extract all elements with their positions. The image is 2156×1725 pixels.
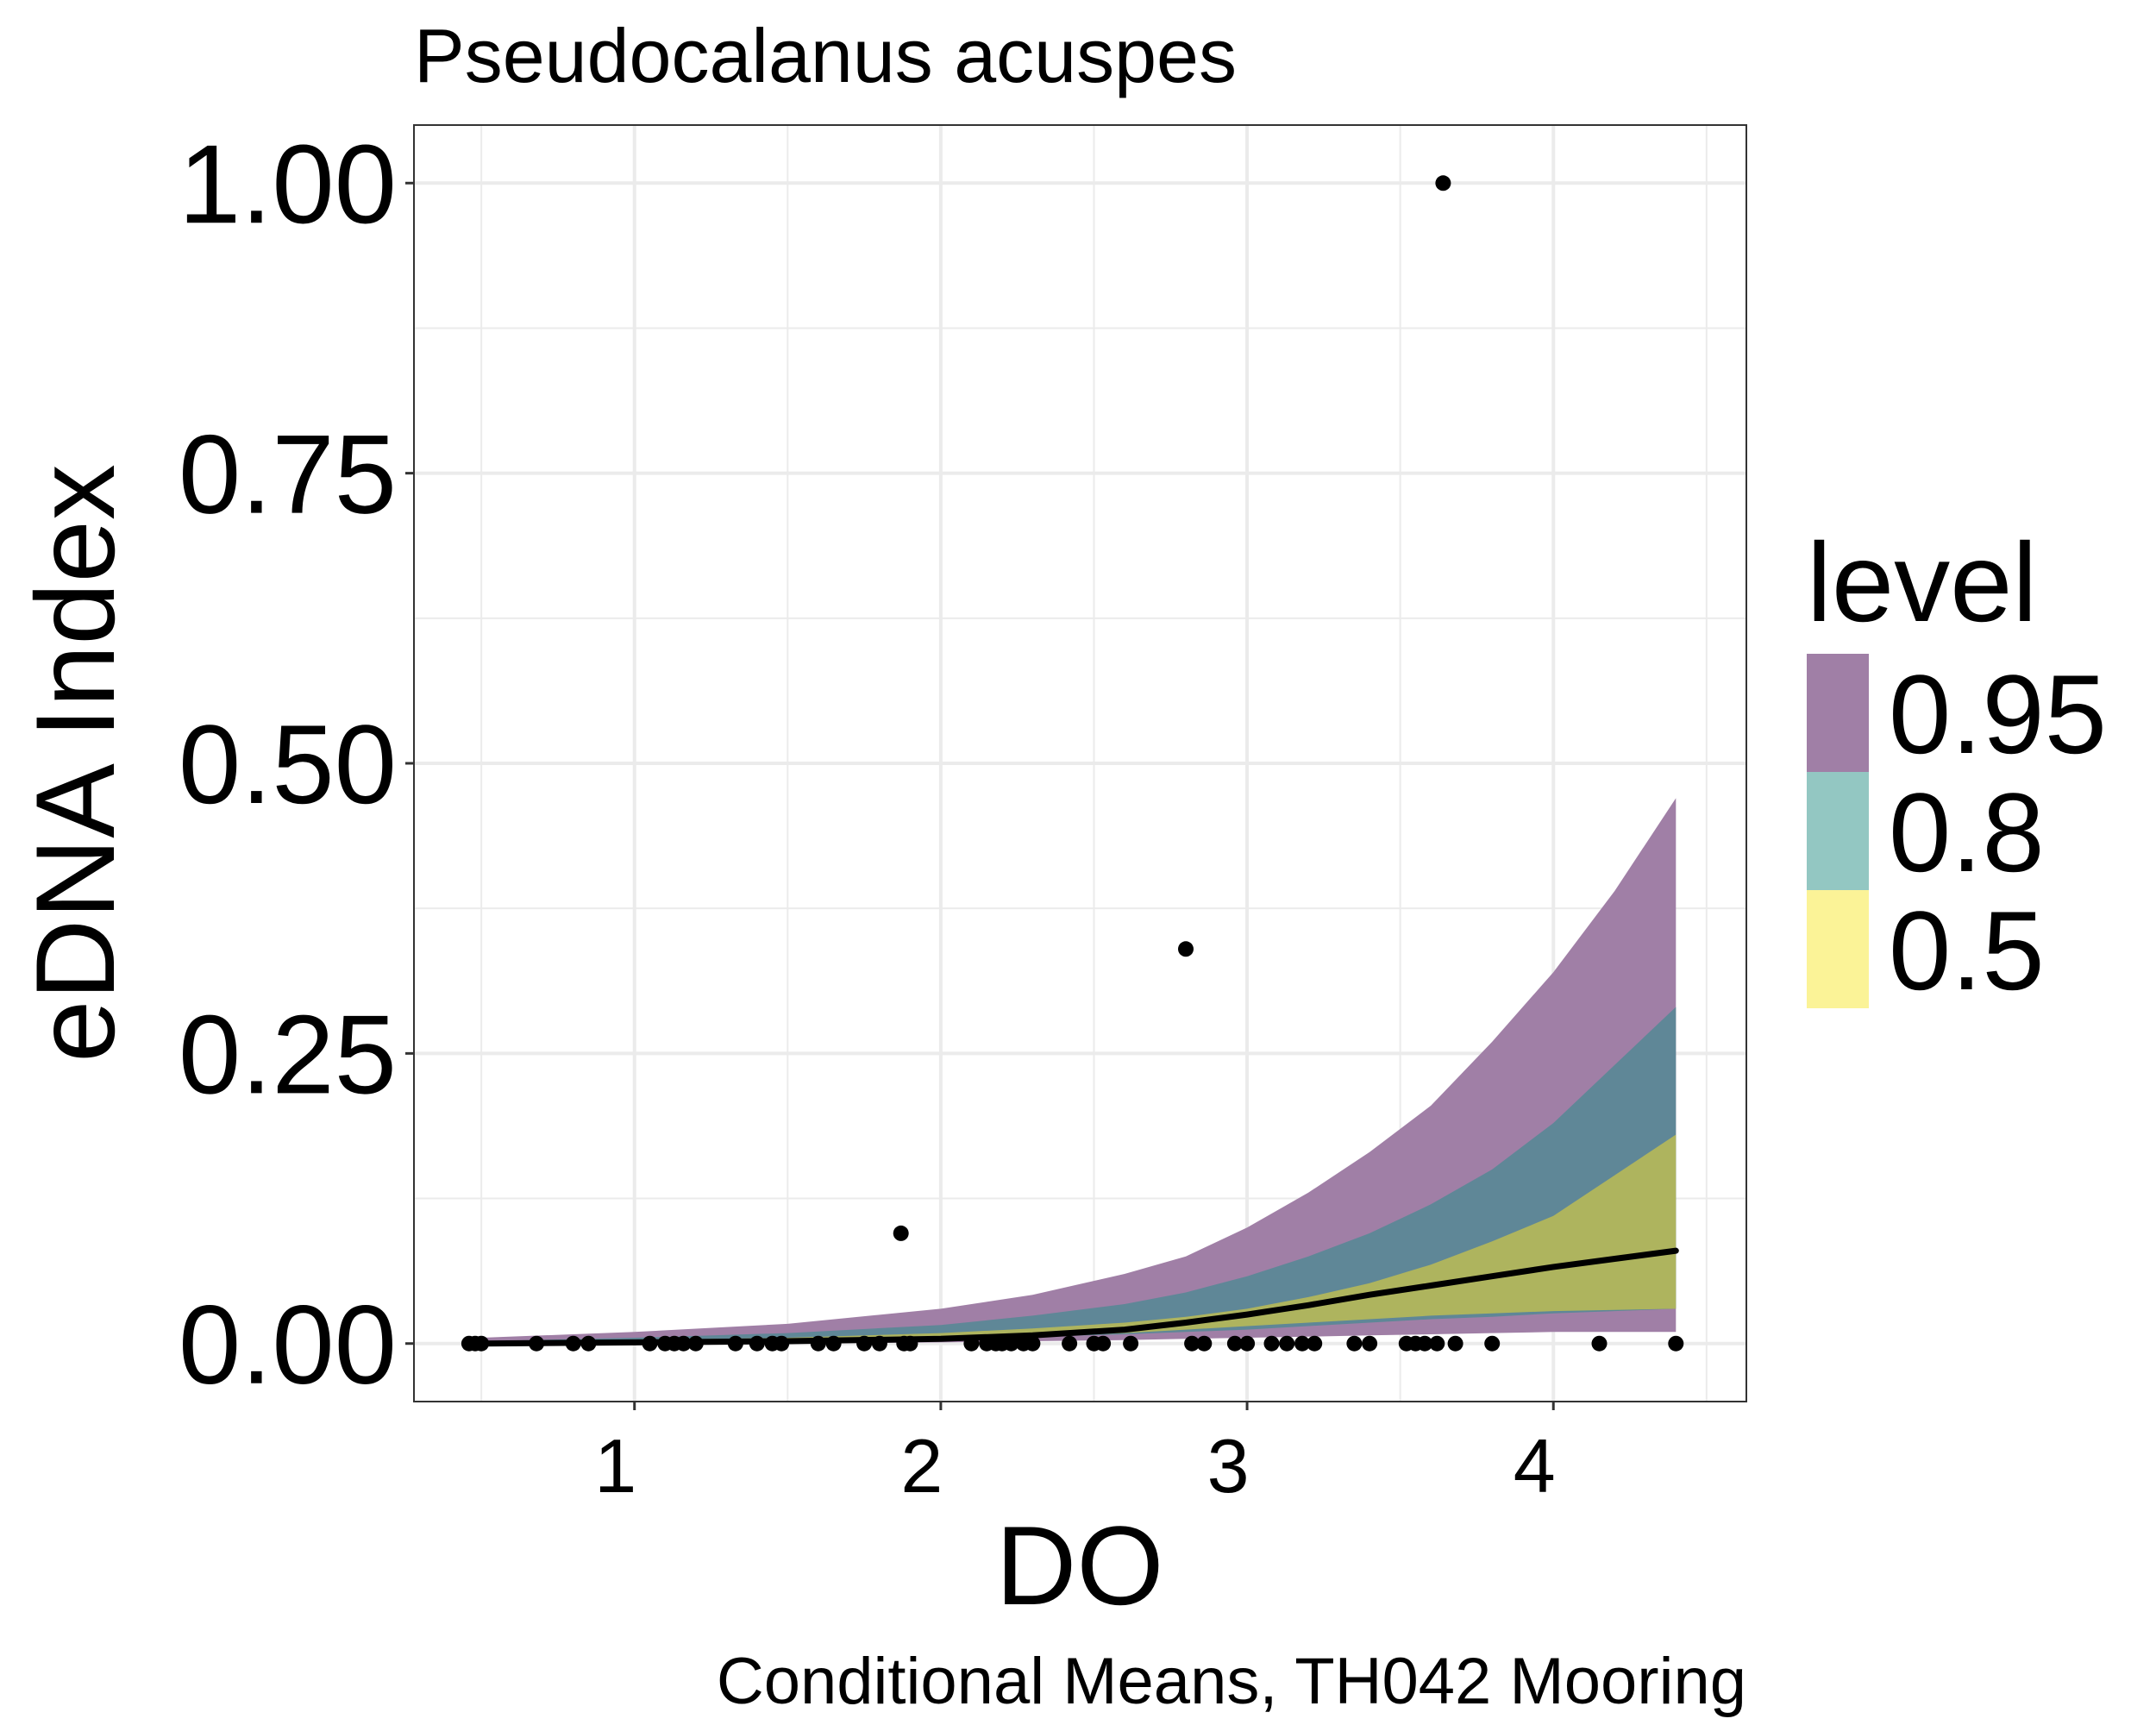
data-point	[1226, 1335, 1243, 1352]
data-point	[1294, 1335, 1310, 1352]
legend-title: level	[1807, 519, 2037, 645]
data-point	[1178, 941, 1194, 957]
data-point	[1435, 175, 1451, 191]
data-point	[1307, 1335, 1323, 1352]
y-axis-title: eDNA Index	[12, 464, 138, 1063]
data-point	[1417, 1335, 1433, 1352]
legend-key-08	[1807, 772, 1869, 890]
data-point	[1003, 1335, 1019, 1352]
y-tick-label: 0.75	[179, 411, 397, 537]
legend-label-08: 0.8	[1889, 769, 2045, 895]
data-point	[1447, 1335, 1463, 1352]
data-point	[1362, 1335, 1378, 1352]
data-point	[1123, 1335, 1139, 1352]
data-point	[1346, 1335, 1363, 1352]
x-axis-title: DO	[996, 1502, 1164, 1628]
data-point	[1591, 1335, 1608, 1352]
y-tick-labels: 0.00 0.25 0.50 0.75 1.00	[179, 121, 397, 1407]
mean-line	[478, 1247, 1679, 1347]
data-point	[893, 1225, 909, 1241]
legend-label-05: 0.5	[1889, 888, 2045, 1013]
data-point	[1279, 1335, 1295, 1352]
x-tick-label: 2	[900, 1423, 943, 1509]
legend: level 0.95 0.8 0.5	[1807, 519, 2107, 1013]
data-point	[1239, 1335, 1256, 1352]
data-point	[1184, 1335, 1200, 1352]
axis-ticks	[405, 181, 1555, 1410]
data-point	[1062, 1335, 1078, 1352]
chart-caption: Conditional Means, TH042 Mooring	[717, 1645, 1746, 1718]
y-tick-label: 0.50	[179, 701, 397, 827]
chart-title: Pseudocalanus acuspes	[414, 13, 1237, 98]
data-point	[1196, 1335, 1213, 1352]
band-08	[481, 1007, 1677, 1344]
band-095	[481, 798, 1677, 1344]
data-point	[1025, 1335, 1041, 1352]
x-tick-label: 4	[1514, 1423, 1556, 1509]
data-point	[1484, 1335, 1501, 1352]
data-point	[1095, 1335, 1112, 1352]
y-tick-label: 0.25	[179, 991, 397, 1117]
x-tick-labels: 1 2 3 4	[594, 1423, 1555, 1509]
legend-key-095	[1807, 654, 1869, 772]
data-point	[1429, 1335, 1445, 1352]
x-tick-label: 3	[1207, 1423, 1250, 1509]
data-point	[1668, 1335, 1684, 1352]
x-tick-label: 1	[594, 1423, 636, 1509]
legend-label-095: 0.95	[1889, 651, 2107, 777]
y-tick-label: 0.00	[179, 1282, 397, 1408]
y-tick-label: 1.00	[179, 121, 397, 247]
legend-key-05	[1807, 890, 1869, 1008]
data-point	[1263, 1335, 1280, 1352]
grid-major	[414, 125, 1746, 1402]
